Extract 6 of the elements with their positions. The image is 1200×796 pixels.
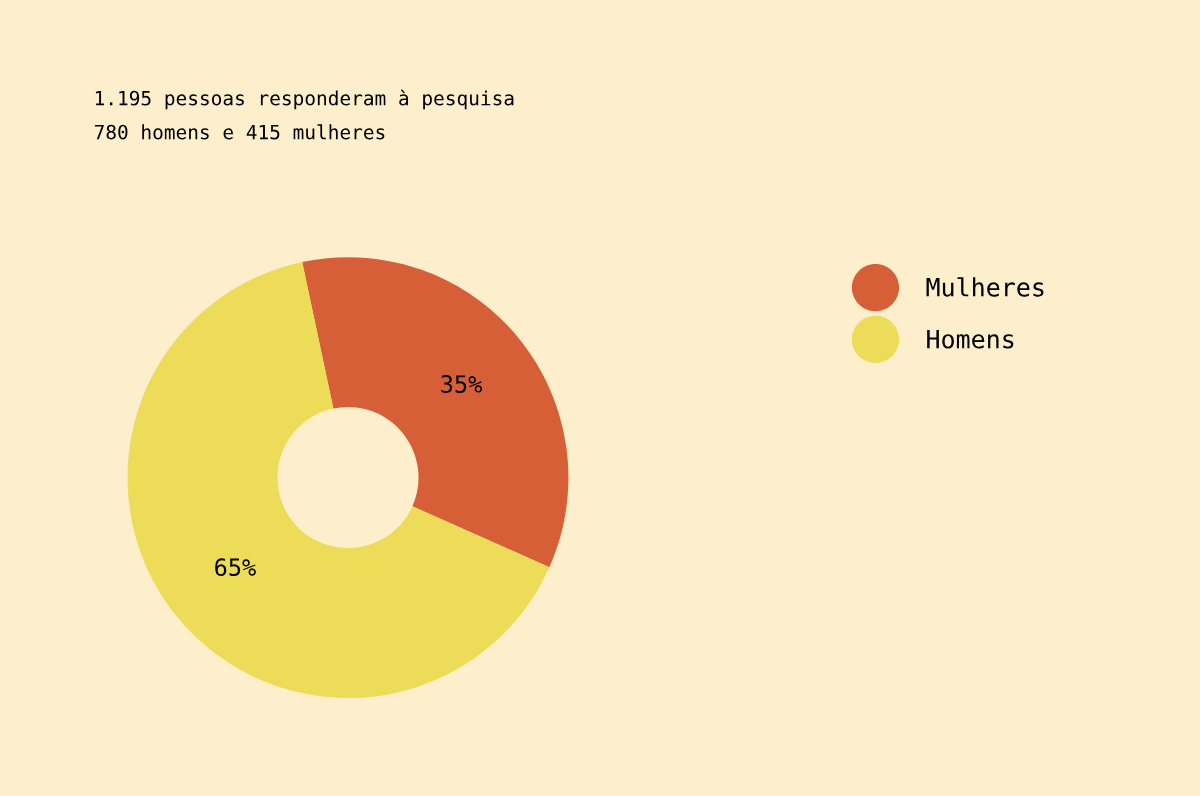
- chart-title: 1.195 pessoas responderam à pesquisa: [95, 89, 514, 110]
- data-label: 65%: [215, 558, 256, 577]
- chart-subtitle: 780 homens e 415 mulheres: [94, 124, 385, 140]
- data-label: 35%: [441, 375, 483, 393]
- legend-label: Mulheres: [926, 277, 1044, 297]
- legend-label: Homens: [927, 329, 1014, 349]
